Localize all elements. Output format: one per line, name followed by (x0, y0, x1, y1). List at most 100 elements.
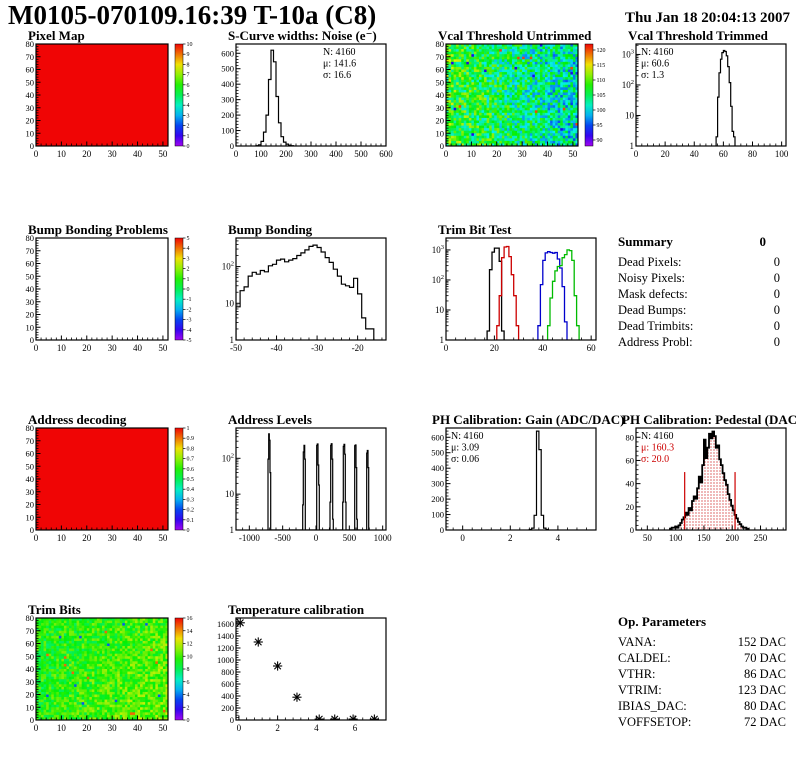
summary-row-value: 0 (773, 271, 780, 285)
svg-text:10: 10 (26, 128, 35, 138)
svg-text:30: 30 (108, 533, 118, 543)
svg-text:70: 70 (436, 52, 445, 62)
pixel-map-canvas: 0 10 20 30 40 50 0 10 20 30 40 50 60 70 80 10 9 8 7 6 5 4 3 2 1 0 (8, 39, 196, 176)
svg-text:0.2: 0.2 (187, 508, 195, 514)
op-parameter-row: VANA: 152 DAC (618, 634, 786, 650)
plot-title: PH Calibration: Pedestal (DAC) (622, 412, 796, 427)
svg-text:0.5: 0.5 (187, 477, 195, 483)
op-parameters-title: Op. Parameters (618, 614, 707, 629)
op-parameter-label: CALDEL: (618, 651, 671, 665)
svg-text:105: 105 (597, 93, 606, 99)
svg-text:σ: 0.06: σ: 0.06 (451, 454, 479, 465)
svg-text:50: 50 (568, 149, 578, 159)
svg-text:60: 60 (26, 449, 35, 459)
svg-text:100: 100 (775, 149, 789, 159)
svg-text:50: 50 (158, 149, 168, 159)
svg-text:0: 0 (30, 335, 34, 345)
svg-text:0: 0 (34, 149, 39, 159)
svg-text:95: 95 (597, 123, 603, 129)
svg-text:60: 60 (26, 259, 35, 269)
svg-text:400: 400 (329, 149, 343, 159)
svg-text:40: 40 (690, 149, 700, 159)
svg-text:90: 90 (597, 138, 603, 144)
svg-text:20: 20 (26, 310, 35, 320)
svg-text:40: 40 (26, 284, 35, 294)
summary-row-label: Dead Bumps: (618, 303, 687, 317)
svg-text:-50: -50 (230, 343, 242, 353)
svg-text:μ: 60.6: μ: 60.6 (641, 59, 669, 70)
svg-text:4: 4 (556, 533, 561, 543)
op-parameter-label: VOFFSETOP: (618, 715, 692, 729)
svg-text:100: 100 (254, 149, 268, 159)
summary-row-value: 0 (773, 255, 780, 269)
plot-title: Vcal Threshold Untrimmed (438, 28, 592, 43)
svg-text:600: 600 (379, 149, 393, 159)
svg-text:-30: -30 (311, 343, 323, 353)
svg-text:9: 9 (187, 52, 190, 58)
svg-text:40: 40 (436, 90, 445, 100)
svg-text:10: 10 (26, 322, 35, 332)
svg-text:50: 50 (26, 271, 35, 281)
svg-text:N: 4160: N: 4160 (451, 431, 484, 442)
summary-panel: Summary 0 Dead Pixels: 0 Noisy Pixels: 0 M… (618, 234, 780, 350)
svg-text:10: 10 (57, 533, 66, 543)
summary-row: Noisy Pixels: 0 (618, 270, 780, 286)
summary-row-label: Address Probl: (618, 335, 693, 349)
svg-text:100: 100 (669, 533, 683, 543)
svg-text:6: 6 (187, 83, 190, 89)
svg-text:400: 400 (431, 463, 444, 473)
svg-text:0.4: 0.4 (187, 487, 195, 493)
svg-text:300: 300 (304, 149, 318, 159)
plot-bump-bonding: Bump Bonding -50 -40 -30 -20 1 10 102 (208, 222, 404, 374)
summary-row-label: Mask defects: (618, 287, 688, 301)
plot-address-decoding: Address decoding 0 10 20 30 40 50 0 10 20 30 40 50 6… (8, 412, 204, 564)
svg-text:10: 10 (187, 42, 193, 48)
op-parameter-value: 86 DAC (743, 667, 786, 681)
svg-text:1: 1 (187, 426, 190, 432)
svg-text:500: 500 (354, 149, 368, 159)
svg-text:50: 50 (26, 461, 35, 471)
svg-text:7: 7 (187, 73, 190, 79)
svg-text:20: 20 (82, 533, 92, 543)
summary-row-label: Dead Pixels: (618, 255, 682, 269)
svg-text:70: 70 (26, 52, 35, 62)
svg-text:102: 102 (432, 274, 444, 285)
svg-text:10: 10 (26, 512, 35, 522)
svg-text:0: 0 (234, 149, 239, 159)
svg-text:80: 80 (626, 432, 635, 442)
op-parameters-header: Op. Parameters (618, 614, 786, 630)
svg-text:-2: -2 (187, 307, 192, 313)
svg-text:50: 50 (26, 77, 35, 87)
svg-text:30: 30 (518, 149, 528, 159)
summary-row-value: 0 (773, 303, 780, 317)
svg-text:500: 500 (221, 64, 234, 74)
svg-text:-40: -40 (271, 343, 283, 353)
plot-temp-calibration: Temperature calibration 0 2 4 6 0 200 400 600 80… (208, 602, 404, 754)
svg-text:20: 20 (26, 500, 35, 510)
svg-text:2: 2 (187, 124, 190, 130)
svg-text:60: 60 (719, 149, 729, 159)
address-levels-canvas: -1000 -500 0 500 1000 1 10 102 (208, 425, 396, 560)
svg-text:80: 80 (436, 41, 445, 49)
svg-text:600: 600 (431, 432, 444, 442)
svg-text:5: 5 (187, 236, 190, 242)
plot-title: Bump Bonding (228, 222, 313, 237)
svg-text:20: 20 (26, 116, 35, 126)
op-parameter-row: VTHR: 86 DAC (618, 666, 786, 682)
svg-text:N: 4160: N: 4160 (641, 431, 674, 442)
vcal-untrimmed-canvas: 0 10 20 30 40 50 0 10 20 30 40 50 60 70 80 120 115 110 105… (418, 39, 606, 176)
op-parameters-panel: Op. Parameters VANA: 152 DAC CALDEL: 70 DA… (618, 614, 786, 730)
svg-text:1: 1 (630, 141, 635, 151)
svg-text:20: 20 (82, 343, 92, 353)
svg-text:103: 103 (622, 48, 634, 59)
op-parameter-row: VOFFSETOP: 72 DAC (618, 714, 786, 730)
summary-row-value: 0 (773, 287, 780, 301)
summary-row-value: 0 (773, 319, 780, 333)
svg-text:5: 5 (187, 93, 190, 99)
temp-calibration-canvas: 0 2 4 6 0 200 400 600 800 1000 1200 1400 1600 (208, 615, 396, 750)
svg-text:102: 102 (222, 452, 234, 463)
svg-text:0: 0 (30, 141, 34, 151)
svg-text:60: 60 (26, 65, 35, 75)
op-parameter-label: IBIAS_DAC: (618, 699, 687, 713)
svg-text:0.6: 0.6 (187, 467, 195, 473)
